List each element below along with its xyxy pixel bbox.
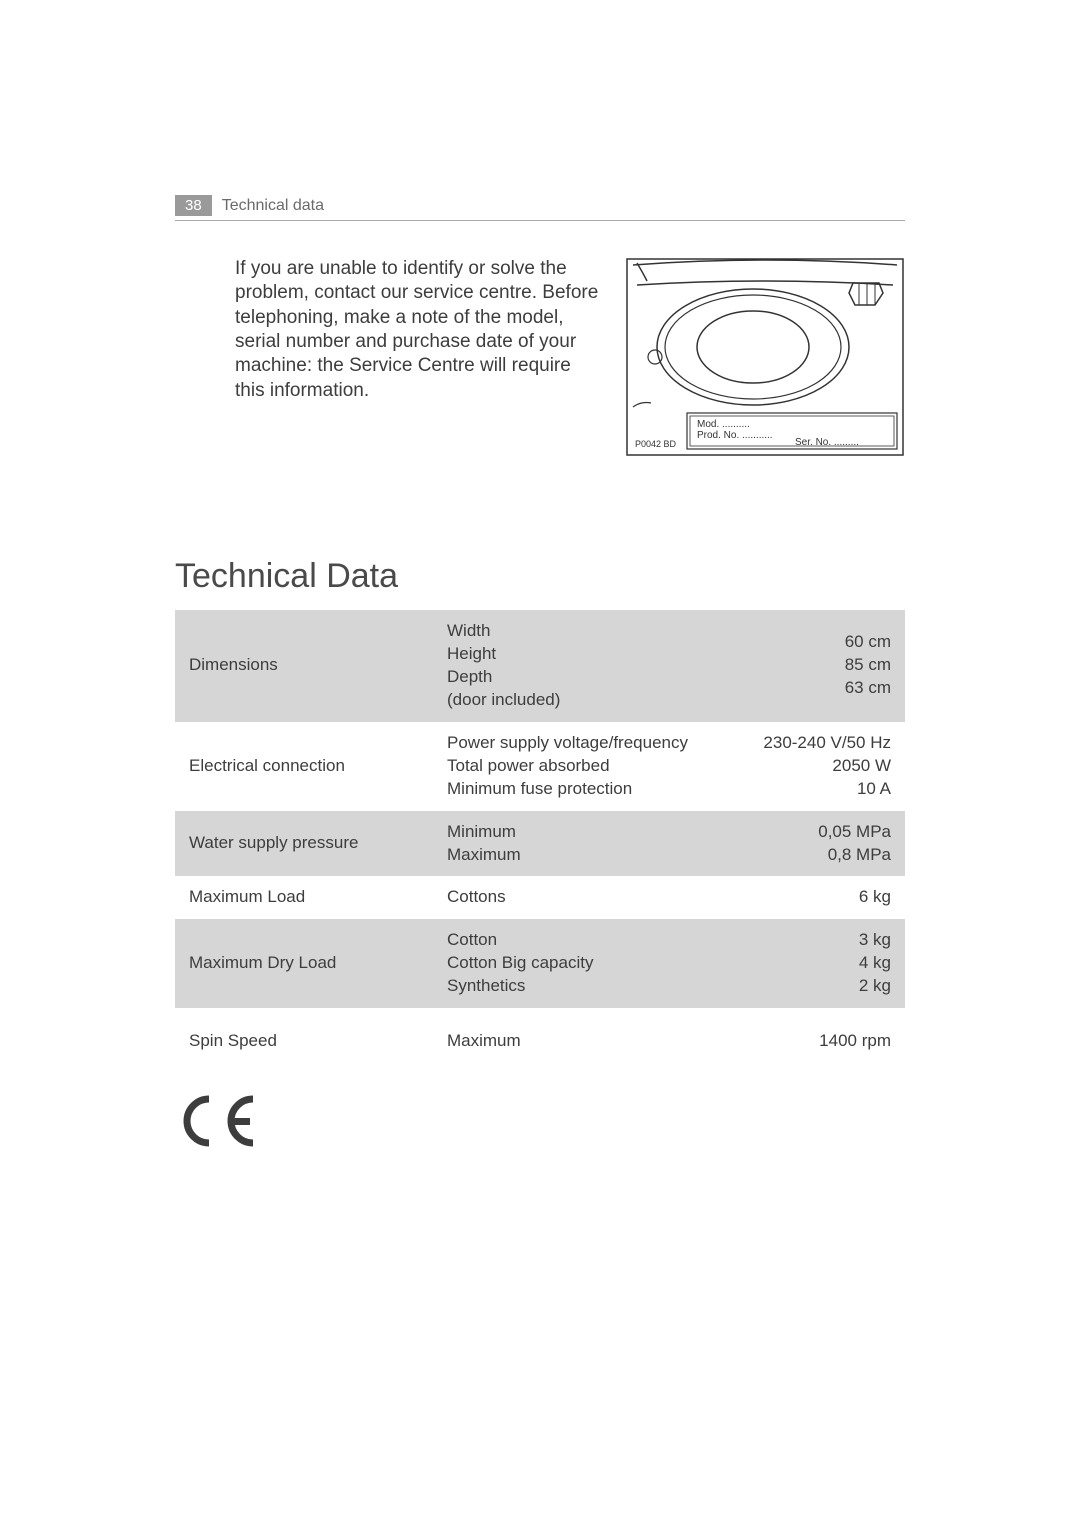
row-value: 1400 rpm <box>732 1008 905 1075</box>
diagram-ref: P0042 BD <box>635 439 677 449</box>
table-row: Water supply pressureMinimumMaximum0,05 … <box>175 811 905 877</box>
ce-mark <box>175 1093 905 1162</box>
machine-diagram: Mod. .......... Prod. No. ........... Se… <box>625 257 905 457</box>
row-value: 6 kg <box>732 876 905 919</box>
row-label: Electrical connection <box>175 722 433 811</box>
table-row: DimensionsWidthHeightDepth(door included… <box>175 610 905 722</box>
row-label: Dimensions <box>175 610 433 722</box>
row-label: Spin Speed <box>175 1008 433 1075</box>
table-row: Maximum LoadCottons6 kg <box>175 876 905 919</box>
row-value: 230-240 V/50 Hz2050 W10 A <box>732 722 905 811</box>
row-mid: MinimumMaximum <box>433 811 732 877</box>
row-label: Water supply pressure <box>175 811 433 877</box>
row-mid: Maximum <box>433 1008 732 1075</box>
diagram-prod-label: Prod. No. ........... <box>697 430 773 441</box>
row-label: Maximum Load <box>175 876 433 919</box>
page-number-badge: 38 <box>175 195 212 216</box>
row-mid: CottonCotton Big capacitySynthetics <box>433 919 732 1008</box>
page-header: 38 Technical data <box>175 195 905 221</box>
table-row: Electrical connectionPower supply voltag… <box>175 722 905 811</box>
row-value: 3 kg4 kg2 kg <box>732 919 905 1008</box>
section-title: Technical Data <box>175 557 905 596</box>
row-value: 60 cm85 cm63 cm <box>732 610 905 722</box>
intro-row: If you are unable to identify or solve t… <box>235 257 905 457</box>
row-mid: WidthHeightDepth(door included) <box>433 610 732 722</box>
table-row: Maximum Dry LoadCottonCotton Big capacit… <box>175 919 905 1008</box>
spec-table: DimensionsWidthHeightDepth(door included… <box>175 610 905 1075</box>
row-value: 0,05 MPa0,8 MPa <box>732 811 905 877</box>
intro-text: If you are unable to identify or solve t… <box>235 257 605 457</box>
diagram-ser-label: Ser. No. ......... <box>795 437 859 448</box>
row-label: Maximum Dry Load <box>175 919 433 1008</box>
diagram-mod-label: Mod. .......... <box>697 419 750 430</box>
table-row: Spin SpeedMaximum1400 rpm <box>175 1008 905 1075</box>
header-section-title: Technical data <box>222 197 324 215</box>
row-mid: Cottons <box>433 876 732 919</box>
row-mid: Power supply voltage/frequencyTotal powe… <box>433 722 732 811</box>
